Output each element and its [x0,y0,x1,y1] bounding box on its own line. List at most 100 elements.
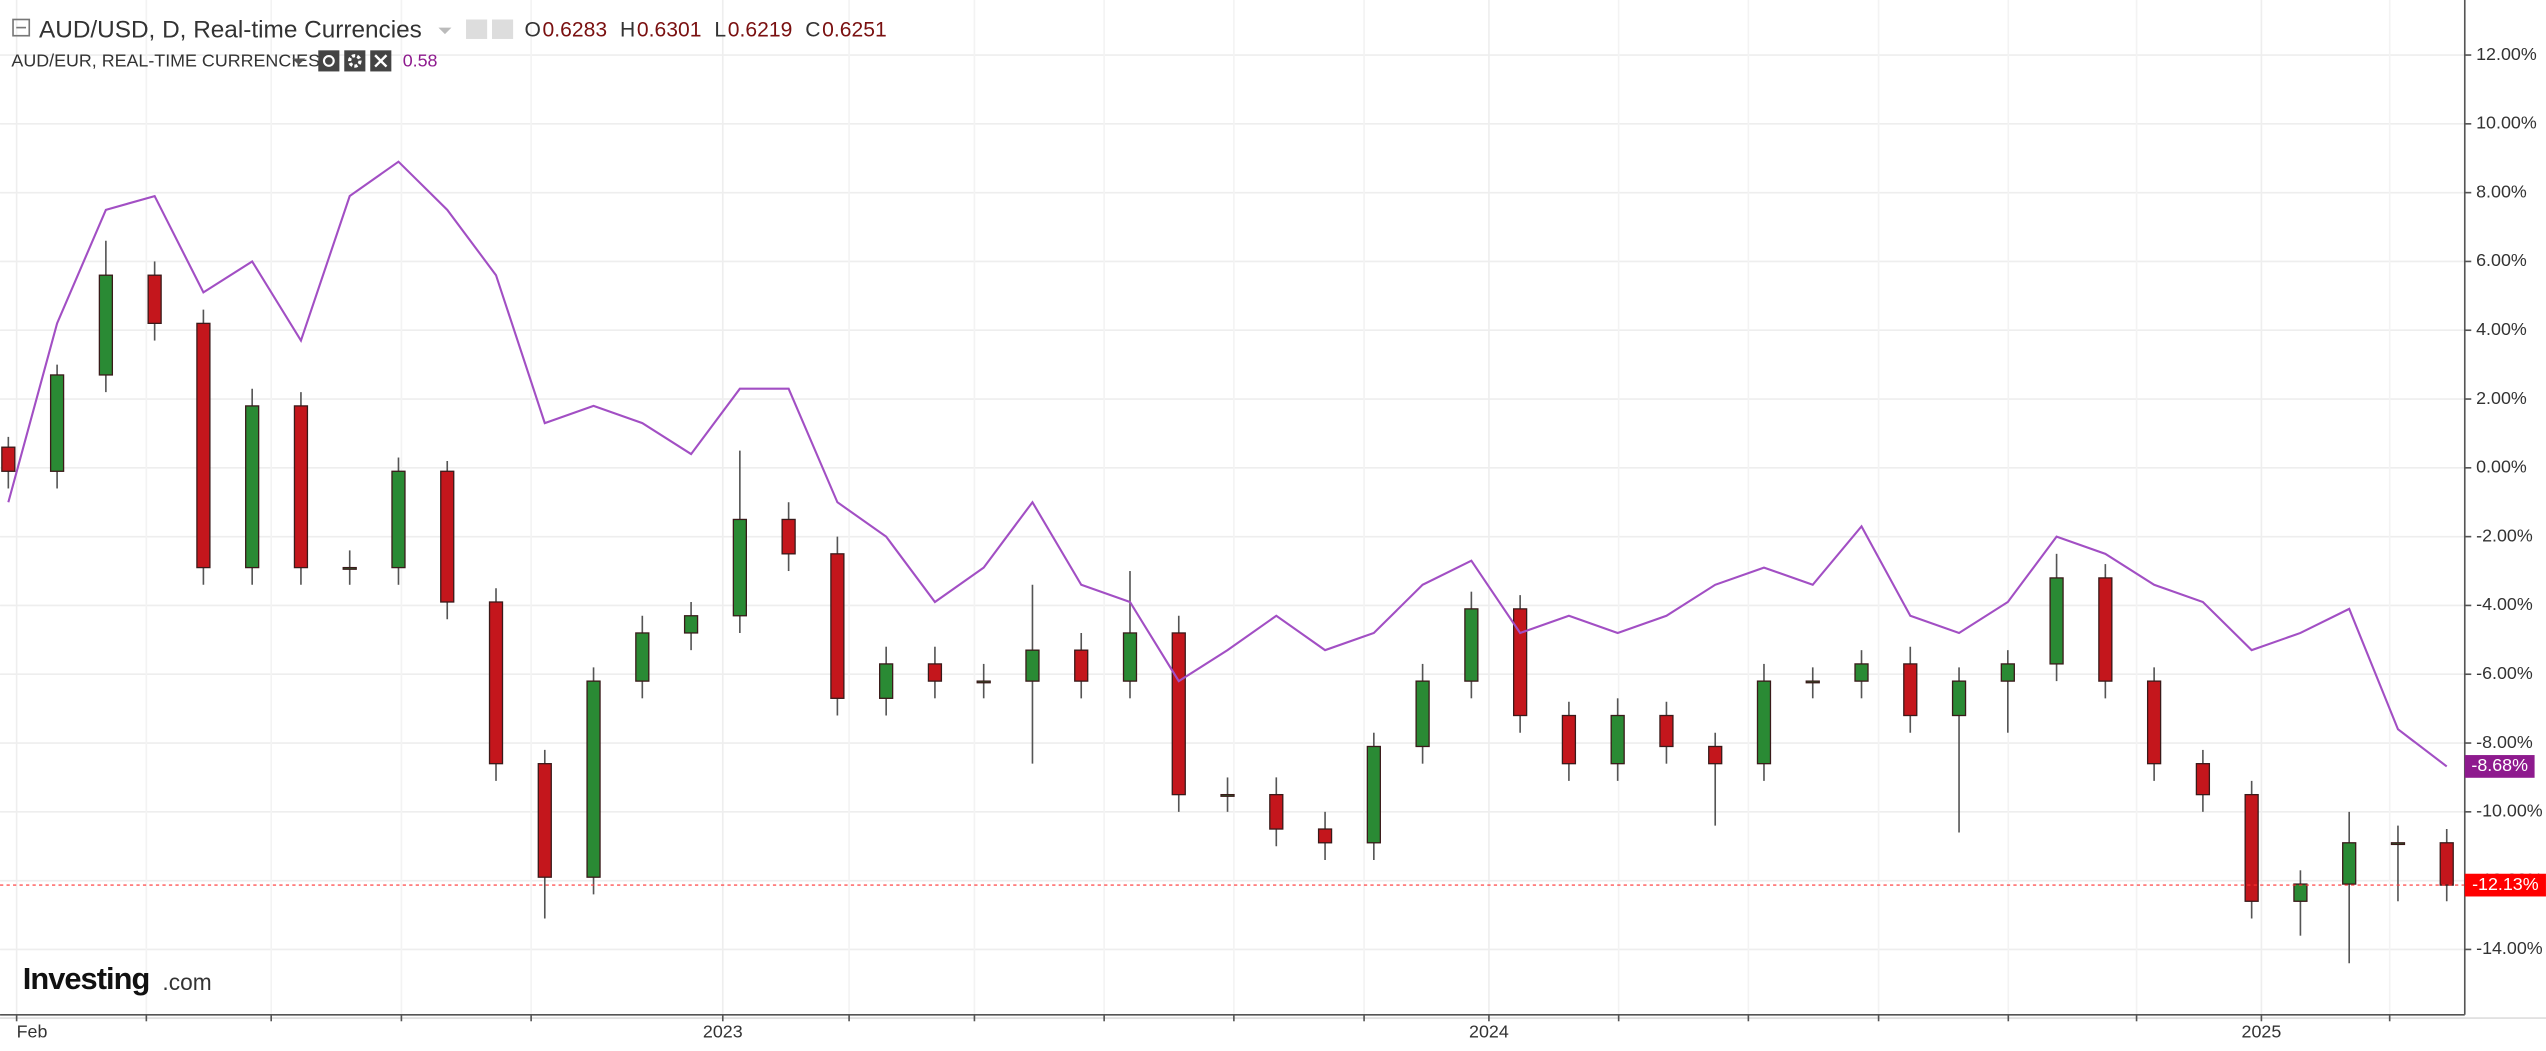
y-tick-label: 2.00% [2476,388,2527,408]
candle-body [537,763,552,878]
candle-body [342,566,357,570]
quote-value: 0.6301 [637,18,702,41]
candle-body [440,470,455,603]
y-tick-label: -14.00% [2476,938,2543,958]
compare-visibility-glyph [322,54,335,67]
last-price-box [2464,873,2546,897]
quote-value: 0.6219 [728,18,793,41]
candle-body [1903,663,1918,717]
candle-body [2293,883,2308,902]
candle-body [1025,649,1040,682]
axes: 12.00% 10.00% 8.00% 6.00% 4.00% 2.00% 0.00% -2.… [15,44,2546,1041]
candle-body [1171,632,1186,796]
candle-body [927,663,943,682]
candle-body [1610,714,1625,765]
candle-body [196,322,211,569]
compare-name: AUD/EUR, REAL-TIME CURRENCIES [11,50,320,70]
candle-body [781,518,796,555]
candle-body [2195,763,2211,796]
grid [0,0,2465,1015]
y-tick-label: -2.00% [2476,525,2533,545]
compare-settings-icon[interactable] [344,50,366,72]
candle-body [2000,663,2015,682]
quote: O 0.6283 H 0.6301 L 0.6219 C 0.6251 [524,18,886,41]
collapse-icon[interactable] [12,18,31,37]
y-tick-label: 12.00% [2476,44,2537,64]
y-tick-label: 4.00% [2476,319,2527,339]
y-tick-label: 0.00% [2476,457,2527,477]
candle-body [2098,577,2113,682]
compare-visibility-icon[interactable] [318,50,340,72]
candle-body [1,446,16,472]
y-tick-label: -6.00% [2476,663,2533,683]
y-tick-label: 8.00% [2476,181,2527,201]
x-tick-label: 2024 [1469,1021,1509,1041]
candle-body [98,274,114,376]
candle-body [1366,745,1381,844]
y-tick-label: -8.00% [2476,732,2533,752]
quote-label: H [620,18,635,41]
settings-icon[interactable] [492,19,514,39]
chart-title: AUD/USD, D, Real-time Currencies [39,16,422,43]
compare-dropdown[interactable] [292,58,306,65]
candle-body [1269,793,1284,830]
candle-body [1561,714,1577,765]
candle-body [1512,608,1528,717]
candle-body [2439,842,2454,886]
candle-body [488,601,504,765]
candle-body [1074,649,1089,682]
candle-body [391,470,406,569]
y-tick-label: -4.00% [2476,594,2533,614]
logo-suffix: .com [162,969,211,995]
candle-body [830,553,845,699]
candle-body [1122,632,1138,682]
candle-body [49,374,65,472]
candle-body [1464,608,1479,682]
candle-body [1220,793,1235,797]
candle-body [147,274,162,325]
quote-label: L [714,18,726,41]
candle-body [976,680,991,684]
x-tick-label: 2025 [2242,1021,2282,1041]
candle-body [2146,680,2162,765]
candle-body [879,663,894,699]
candle-body [1659,714,1674,748]
compare-line [7,160,2448,768]
logo-brand: Investing [23,961,150,996]
candle-body [2049,577,2064,665]
x-tick-label: 2023 [703,1021,743,1041]
candle-body [635,632,650,682]
compare-last-label: -8.68% [2471,755,2528,775]
y-tick-label: 6.00% [2476,250,2527,270]
compare-settings-glyph [347,54,362,68]
candle-body [1805,680,1820,684]
candle-body [1317,828,1333,844]
candle-body [293,405,309,569]
last-price-label: -12.13% [2472,874,2539,894]
candle-body [2342,842,2357,885]
y-tick-label: -10.00% [2476,801,2543,821]
candle-body [1708,745,1723,765]
candle-body [586,680,601,878]
candle-body [732,518,747,617]
y-tick-label: 10.00% [2476,113,2537,133]
quote-label: O [524,18,540,41]
candle-body [1415,680,1430,748]
x-tick-label: Feb [17,1021,48,1041]
candle-body [2244,793,2259,902]
visibility-icon[interactable] [466,19,488,39]
title-dropdown[interactable] [438,27,452,35]
compare-remove-glyph [374,54,388,68]
quote-value: 0.6283 [543,18,608,41]
compare-value: 0.58 [403,50,438,70]
candle-body [1951,680,1967,717]
compare-last-box [2464,755,2535,778]
candle-body [1854,663,1869,682]
plot [0,160,2465,964]
candle-body [683,615,699,634]
quote-label: C [805,18,820,41]
candle-body [1756,680,1772,765]
